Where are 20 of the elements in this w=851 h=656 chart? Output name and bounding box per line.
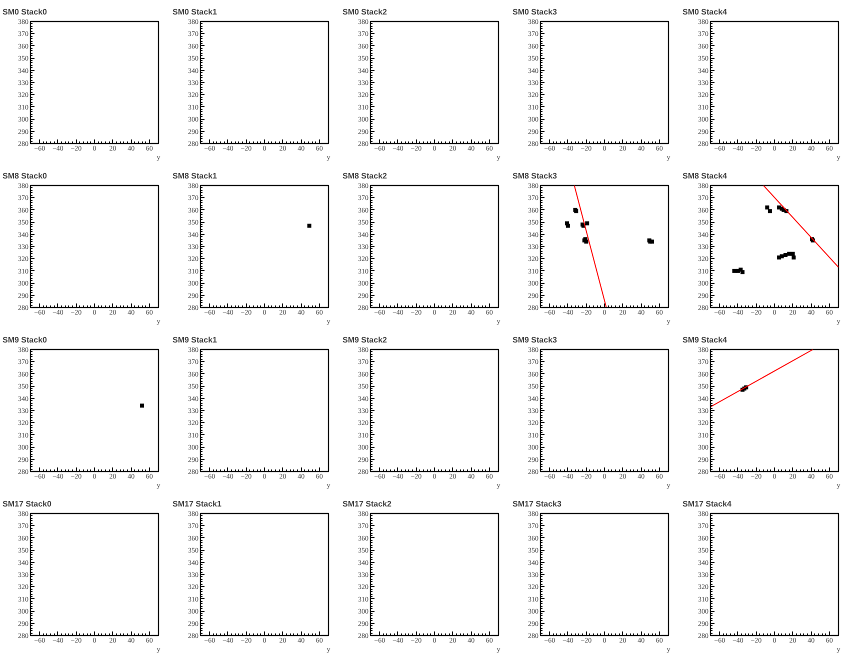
chart-title: SM9 Stack4 xyxy=(682,336,728,344)
chart-title: SM0 Stack1 xyxy=(172,8,218,16)
chart-title: SM9 Stack0 xyxy=(2,336,48,344)
chart-title: SM8 Stack3 xyxy=(512,172,558,180)
chart-title: SM9 Stack1 xyxy=(172,336,218,344)
chart-title: SM17 Stack4 xyxy=(682,500,732,508)
chart-title: SM0 Stack2 xyxy=(342,8,388,16)
chart-title: SM17 Stack3 xyxy=(512,500,562,508)
chart-title: SM0 Stack3 xyxy=(512,8,558,16)
chart-title: SM17 Stack1 xyxy=(172,500,222,508)
chart-title: SM17 Stack2 xyxy=(342,500,392,508)
chart-title: SM8 Stack4 xyxy=(682,172,728,180)
chart-title: SM17 Stack0 xyxy=(2,500,52,508)
chart-title: SM9 Stack2 xyxy=(342,336,388,344)
chart-title: SM0 Stack0 xyxy=(2,8,48,16)
chart-title: SM0 Stack4 xyxy=(682,8,728,16)
chart-title: SM8 Stack2 xyxy=(342,172,388,180)
chart-title: SM9 Stack3 xyxy=(512,336,558,344)
chart-title: SM8 Stack0 xyxy=(2,172,48,180)
chart-title: SM8 Stack1 xyxy=(172,172,218,180)
